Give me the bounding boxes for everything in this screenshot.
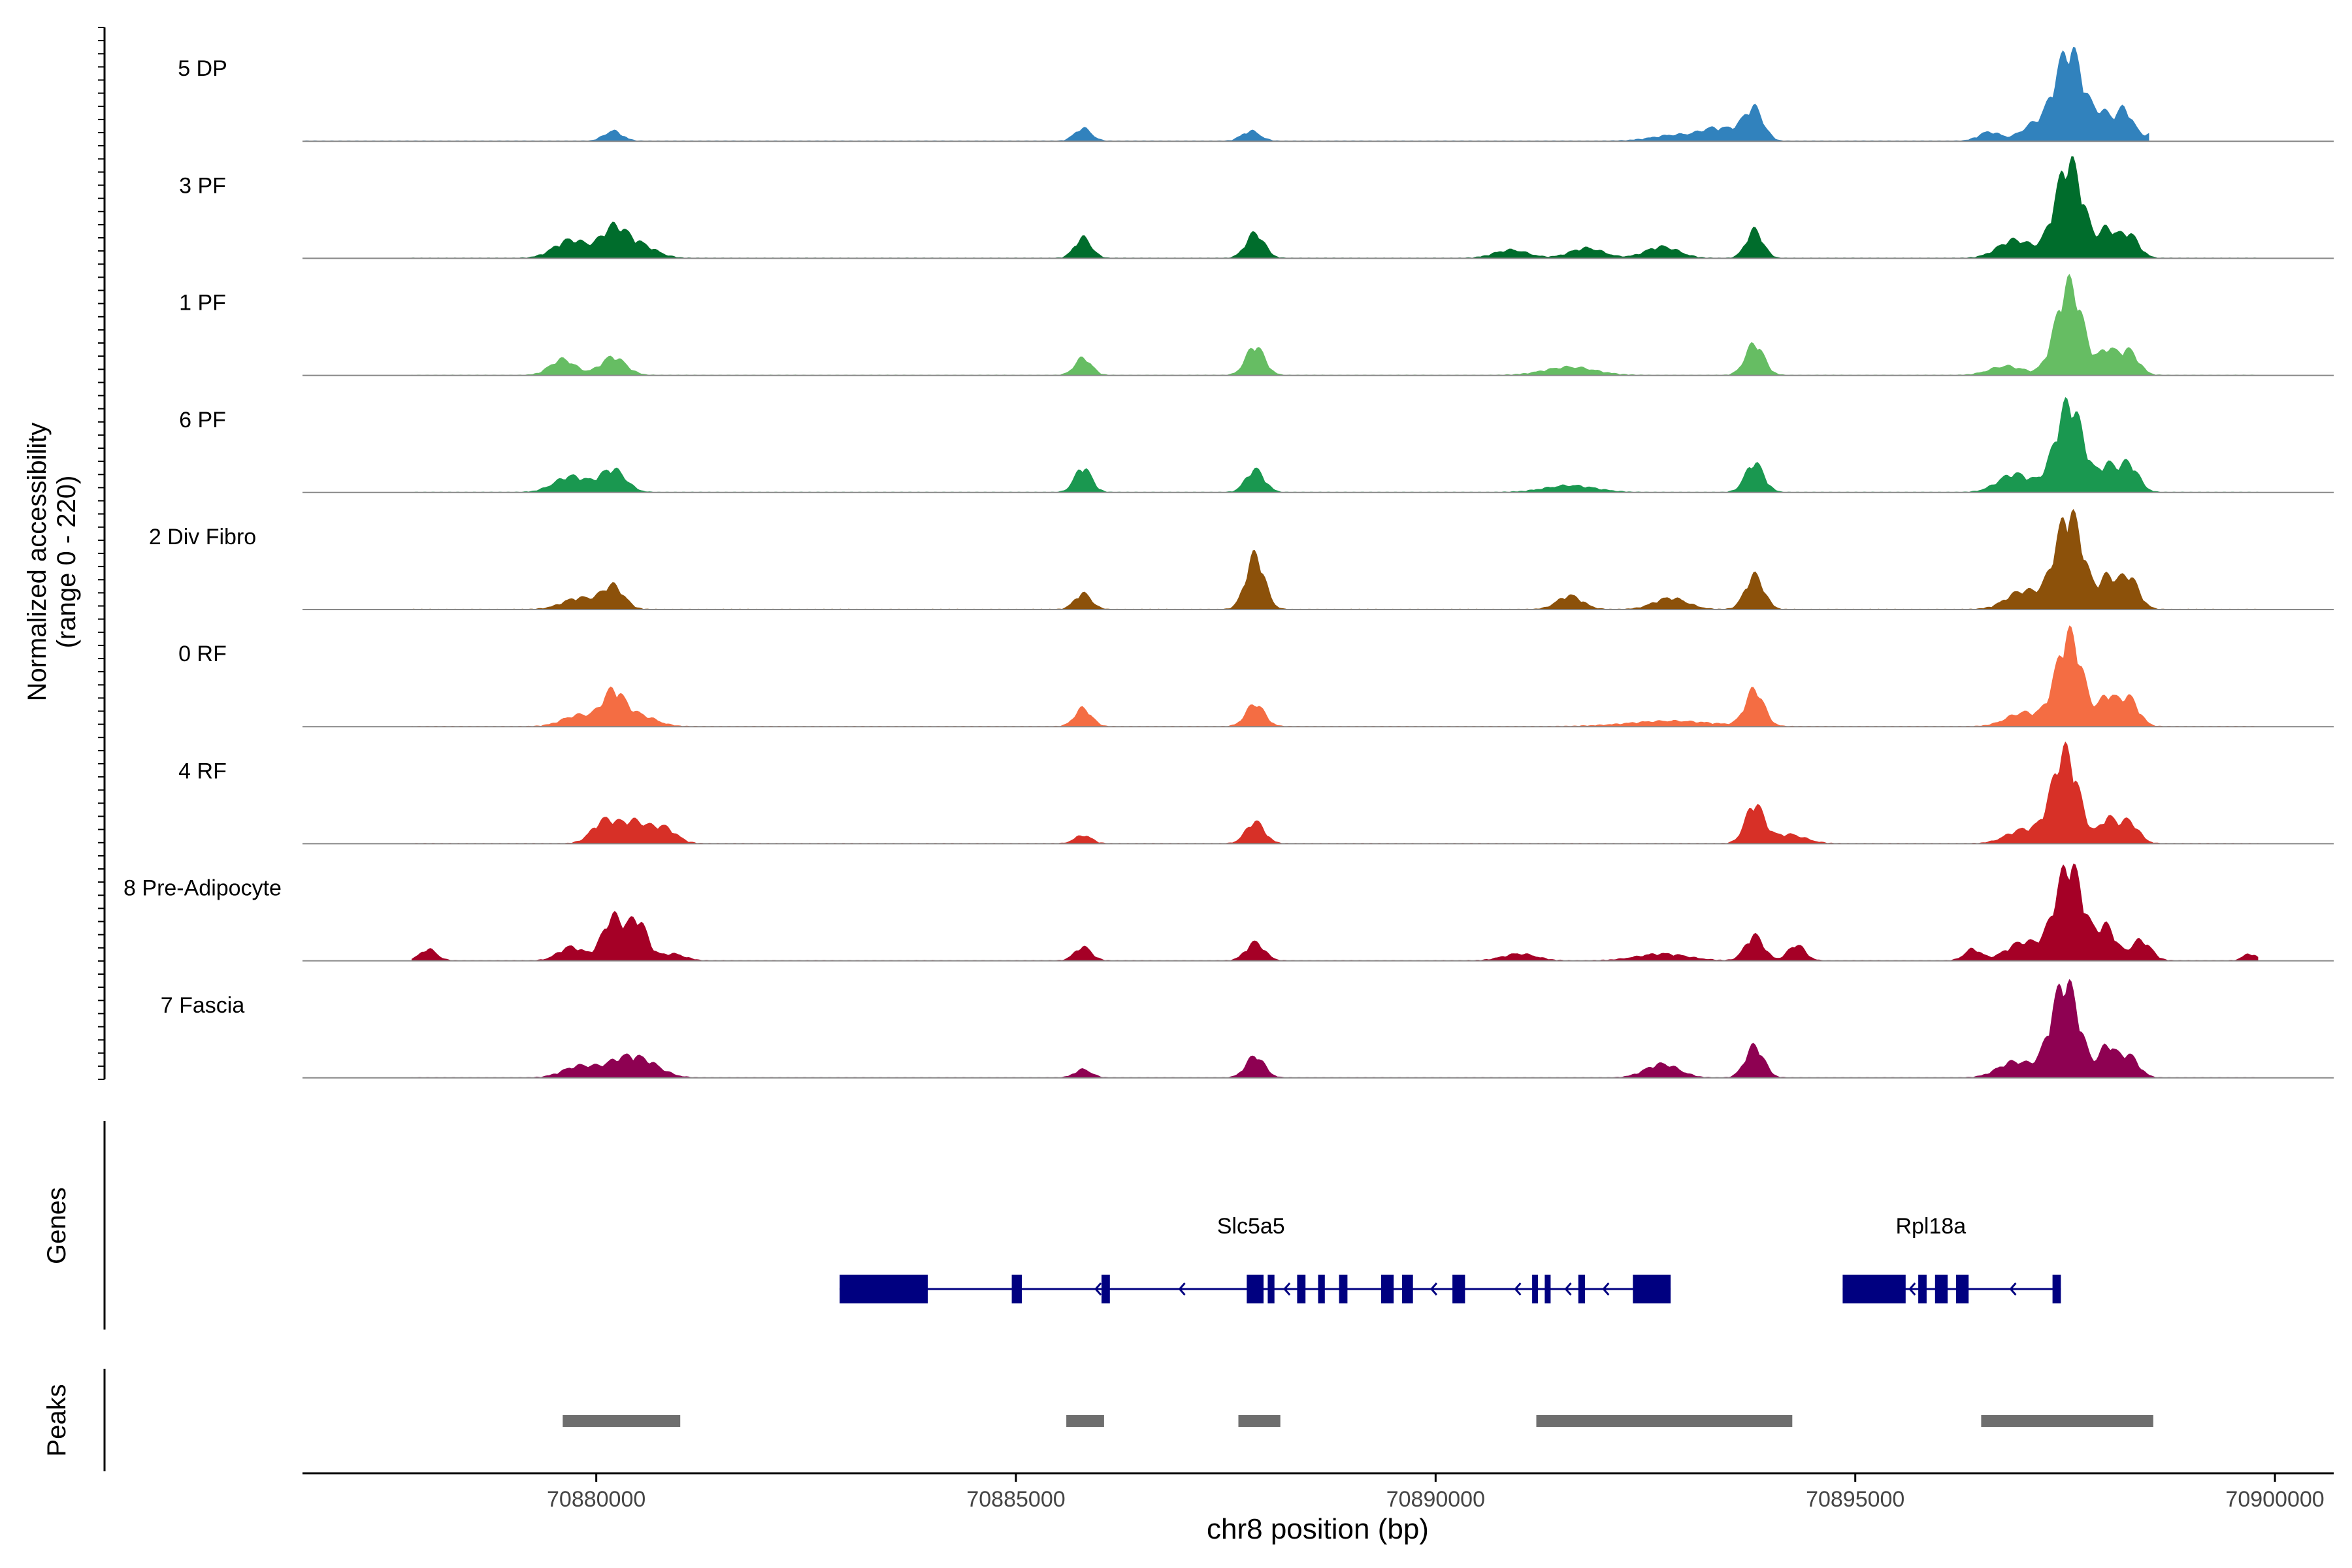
gene-exon xyxy=(1918,1275,1927,1303)
gene-exon xyxy=(1011,1275,1022,1303)
coverage-track: 2 Div Fibro xyxy=(149,509,2334,610)
gene-strand-arrow xyxy=(2009,1282,2017,1296)
coverage-tracks: 5 DP 3 PF 1 PF 6 PF 2 Div Fibro 0 RF 4 RF 8 Pre… xyxy=(123,47,2334,1079)
coverage-area xyxy=(412,397,2259,493)
gene-exon xyxy=(1544,1275,1551,1303)
x-axis: 70880000 70885000 70890000 70895000 70900000 xyxy=(547,1473,2325,1512)
peak-region xyxy=(1066,1415,1104,1427)
gene-exon xyxy=(1247,1275,1264,1303)
gene-exon xyxy=(1935,1275,1948,1303)
gene-strand-arrow xyxy=(1602,1282,1610,1296)
coverage-area xyxy=(412,625,2259,727)
x-tick-label: 70895000 xyxy=(1806,1487,1904,1512)
coverage-track: 6 PF xyxy=(179,397,2334,493)
gene-exon xyxy=(1267,1275,1275,1303)
coverage-track: 0 RF xyxy=(178,625,2334,728)
gene-exon xyxy=(1842,1275,1906,1303)
gene-exon xyxy=(1578,1275,1586,1303)
gene-label: Rpl18a xyxy=(1895,1214,1966,1239)
coverage-area xyxy=(412,863,2259,961)
track-label: 1 PF xyxy=(179,291,226,316)
gene-exon xyxy=(1297,1275,1306,1303)
track-label: 4 RF xyxy=(178,759,227,783)
gene-exon xyxy=(1339,1275,1348,1303)
track-label: 6 PF xyxy=(179,408,226,433)
coverage-area xyxy=(412,274,2259,376)
x-axis-label: chr8 position (bp) xyxy=(1207,1513,1429,1545)
gene-strand-arrow xyxy=(1178,1282,1186,1296)
gene-exon xyxy=(1102,1275,1110,1303)
track-label: 5 DP xyxy=(178,56,227,81)
track-label: 8 Pre-Adipocyte xyxy=(123,876,282,901)
coverage-track: 7 Fascia xyxy=(161,979,2334,1079)
gene-exon xyxy=(1452,1275,1465,1303)
gene-strand-arrow xyxy=(1514,1282,1522,1296)
gene-exon xyxy=(1402,1275,1413,1303)
coverage-track: 8 Pre-Adipocyte xyxy=(123,863,2334,962)
gene-exon xyxy=(1380,1275,1394,1303)
coverage-y-axis xyxy=(98,27,106,1080)
peaks-label: Peaks xyxy=(42,1384,71,1456)
peak-region xyxy=(1981,1415,2153,1427)
peak-region xyxy=(1536,1415,1793,1427)
coverage-track: 4 RF xyxy=(178,742,2334,845)
coverage-track: 5 DP xyxy=(178,47,2334,142)
x-tick-label: 70880000 xyxy=(547,1487,645,1512)
gene-strand-arrow xyxy=(1564,1282,1572,1296)
coverage-area xyxy=(412,156,2259,259)
gene-strand-arrow xyxy=(1429,1282,1438,1296)
genes-label: Genes xyxy=(42,1187,71,1264)
gene-slc5a5: Slc5a5 xyxy=(840,1214,1671,1303)
coverage-area xyxy=(302,47,2149,142)
x-tick-label: 70890000 xyxy=(1386,1487,1485,1512)
gene-exon xyxy=(1633,1275,1671,1303)
gene-strand-arrow xyxy=(1283,1282,1291,1296)
track-label: 2 Div Fibro xyxy=(149,525,256,549)
coverage-y-label-line1: Normalized accessibility xyxy=(23,423,52,702)
gene-exon xyxy=(1532,1275,1539,1303)
gene-exon xyxy=(2052,1275,2061,1303)
gene-exon xyxy=(1318,1275,1325,1303)
x-tick-label: 70900000 xyxy=(2225,1487,2324,1512)
coverage-area xyxy=(412,742,2259,844)
x-tick-label: 70885000 xyxy=(966,1487,1065,1512)
track-label: 0 RF xyxy=(178,642,227,666)
peak-track xyxy=(563,1415,2153,1427)
gene-label: Slc5a5 xyxy=(1217,1214,1285,1239)
track-label: 3 PF xyxy=(179,173,226,198)
coverage-track: 3 PF xyxy=(179,156,2334,259)
gene-strand-arrow xyxy=(1094,1282,1102,1296)
coverage-area xyxy=(412,509,2259,610)
peak-region xyxy=(563,1415,681,1427)
coverage-track: 1 PF xyxy=(179,274,2334,376)
peak-region xyxy=(1238,1415,1281,1427)
track-label: 7 Fascia xyxy=(161,993,245,1018)
gene-exon xyxy=(840,1275,928,1303)
gene-exon xyxy=(1955,1275,1969,1303)
coverage-y-label-line2: (range 0 - 220) xyxy=(52,476,81,649)
coverage-area xyxy=(412,979,2259,1078)
gene-strand-arrow xyxy=(1908,1282,1916,1296)
gene-annotation-track: Slc5a5 Rpl18a xyxy=(840,1214,2061,1303)
gene-rpl18a: Rpl18a xyxy=(1842,1214,2061,1303)
